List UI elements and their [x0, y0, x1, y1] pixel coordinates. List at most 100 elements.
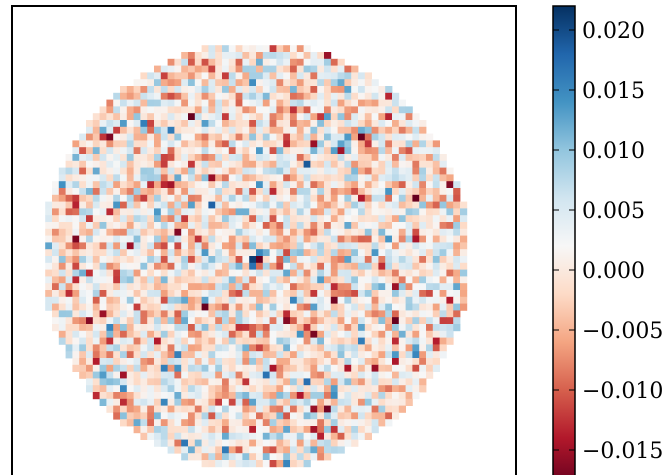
heatmap-cell [446, 296, 454, 304]
heatmap-cell [160, 337, 168, 345]
heatmap-cell [412, 228, 420, 236]
heatmap-cell [235, 364, 243, 372]
heatmap-cell [126, 385, 134, 393]
heatmap-cell [358, 160, 366, 168]
heatmap-cell [174, 276, 182, 284]
heatmap-cell [65, 269, 73, 277]
heatmap-cell [439, 249, 447, 257]
heatmap-cell [296, 228, 304, 236]
heatmap-cell [208, 324, 216, 332]
heatmap-cell [364, 412, 372, 420]
heatmap-cell [242, 290, 250, 298]
heatmap-cell [351, 188, 359, 196]
heatmap-cell [358, 426, 366, 434]
heatmap-cell [79, 201, 87, 209]
heatmap-cell [460, 262, 468, 270]
heatmap-cell [188, 330, 196, 338]
heatmap-cell [188, 201, 196, 209]
heatmap-cell [140, 106, 148, 114]
heatmap-cell [194, 181, 202, 189]
heatmap-cell [269, 358, 277, 366]
heatmap-cell [65, 351, 73, 359]
heatmap-cell [378, 235, 386, 243]
heatmap-cell [92, 147, 100, 155]
heatmap-cell [358, 378, 366, 386]
heatmap-cell [290, 106, 298, 114]
heatmap-cell [405, 283, 413, 291]
heatmap-cell [405, 235, 413, 243]
heatmap-cell [290, 140, 298, 148]
heatmap-cell [194, 113, 202, 121]
heatmap-cell [194, 358, 202, 366]
heatmap-cell [358, 330, 366, 338]
heatmap-cell [92, 324, 100, 332]
heatmap-cell [92, 256, 100, 264]
heatmap-cell [296, 358, 304, 366]
heatmap-cell [371, 201, 379, 209]
heatmap-cell [310, 405, 318, 413]
heatmap-cell [385, 113, 393, 121]
heatmap-cell [92, 310, 100, 318]
heatmap-cell [290, 419, 298, 427]
heatmap-cell [194, 419, 202, 427]
heatmap-cell [222, 303, 230, 311]
heatmap-cell [235, 317, 243, 325]
heatmap-cell [296, 337, 304, 345]
heatmap-cell [222, 358, 230, 366]
heatmap-cell [310, 351, 318, 359]
heatmap-cell [126, 235, 134, 243]
heatmap-cell [140, 303, 148, 311]
heatmap-cell [378, 113, 386, 121]
heatmap-cell [256, 344, 264, 352]
heatmap-cell [426, 188, 434, 196]
heatmap-cell [296, 106, 304, 114]
heatmap-cell [174, 269, 182, 277]
heatmap-cell [72, 181, 80, 189]
heatmap-cell [426, 344, 434, 352]
heatmap-cell [235, 446, 243, 454]
heatmap-cell [344, 262, 352, 270]
heatmap-cell [276, 52, 284, 60]
heatmap-cell [181, 324, 189, 332]
heatmap-cell [133, 154, 141, 162]
heatmap-cell [235, 235, 243, 243]
heatmap-cell [256, 296, 264, 304]
heatmap-cell [269, 72, 277, 80]
heatmap-cell [330, 113, 338, 121]
heatmap-cell [398, 120, 406, 128]
heatmap-cell [215, 432, 223, 440]
heatmap-cell [188, 242, 196, 250]
heatmap-cell [174, 167, 182, 175]
heatmap-cell [160, 310, 168, 318]
heatmap-cell [303, 398, 311, 406]
heatmap-cell [194, 262, 202, 270]
heatmap-cell [310, 412, 318, 420]
heatmap-cell [154, 86, 162, 94]
heatmap-cell [201, 106, 209, 114]
heatmap-cell [99, 262, 107, 270]
heatmap-cell [181, 215, 189, 223]
heatmap-cell [201, 222, 209, 230]
heatmap-cell [453, 235, 461, 243]
heatmap-cell [385, 371, 393, 379]
heatmap-cell [262, 358, 270, 366]
heatmap-cell [324, 235, 332, 243]
heatmap-cell [296, 79, 304, 87]
heatmap-cell [303, 426, 311, 434]
heatmap-cell [310, 310, 318, 318]
heatmap-cell [249, 126, 257, 134]
heatmap-cell [181, 228, 189, 236]
heatmap-cell [208, 126, 216, 134]
heatmap-cell [460, 222, 468, 230]
heatmap-cell [317, 174, 325, 182]
heatmap-cell [385, 235, 393, 243]
heatmap-cell [154, 344, 162, 352]
heatmap-cell [446, 256, 454, 264]
heatmap-cell [460, 296, 468, 304]
heatmap-cell [419, 371, 427, 379]
heatmap-cell [290, 174, 298, 182]
heatmap-cell [392, 392, 400, 400]
heatmap-cell [113, 120, 121, 128]
heatmap-cell [120, 249, 128, 257]
